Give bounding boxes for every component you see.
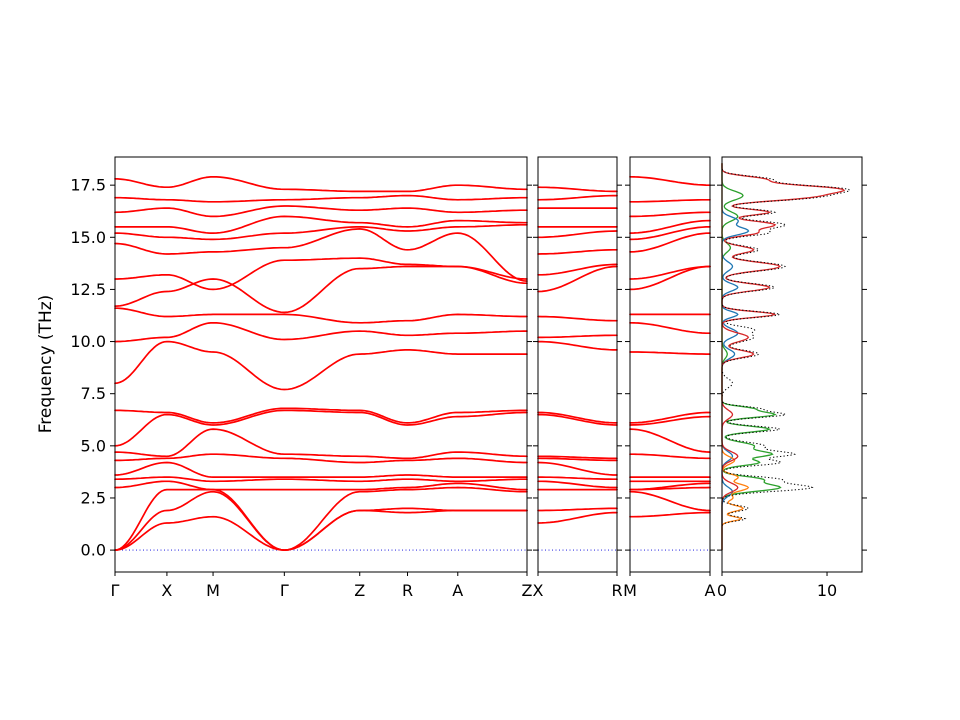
band-curve (114, 175, 528, 193)
k-point-label: A (452, 581, 463, 600)
band-curve (537, 461, 618, 476)
band-curve (537, 186, 618, 193)
band-curve (537, 507, 618, 512)
band-curve (629, 321, 711, 335)
band-curve (629, 226, 711, 241)
y-axis-label: Frequency (THz) (36, 294, 56, 434)
band-curve (537, 457, 618, 462)
panel-frame-band-x-r (537, 156, 618, 573)
y-axis-tick-label: 0.0 (81, 541, 106, 560)
band-curve (537, 480, 618, 489)
dos-curve-pdos-red (721, 163, 846, 551)
y-axis-tick-label: 10.0 (70, 332, 106, 351)
band-curve (114, 215, 528, 234)
k-point-label: Γ (280, 581, 289, 600)
dos-axis-tick-label: 0 (717, 581, 727, 600)
band-curve (114, 409, 528, 447)
k-point-label: Z (522, 581, 533, 600)
band-curve (629, 482, 711, 491)
band-curve (629, 411, 711, 424)
panel-frame-band-m-a (629, 156, 711, 573)
k-point-label: X (533, 581, 544, 600)
band-curve (114, 428, 528, 460)
k-point-label: A (705, 581, 716, 600)
band-curve (629, 511, 711, 518)
band-curve (114, 476, 528, 483)
y-axis-tick-label: 7.5 (81, 384, 106, 403)
k-point-label: X (161, 581, 172, 600)
band-curve (629, 428, 711, 453)
band-curve (629, 351, 711, 355)
band-curve (629, 219, 711, 234)
dos-curve-pdos-blue (721, 163, 750, 551)
band-curve (114, 265, 528, 314)
band-curve (537, 476, 618, 481)
k-point-label: R (402, 581, 413, 600)
band-curve (114, 453, 528, 464)
band-curve (629, 211, 711, 218)
band-curve (537, 248, 618, 255)
band-curve (537, 230, 618, 239)
k-point-label: M (206, 581, 220, 600)
band-curve (537, 194, 618, 201)
band-curve (537, 334, 618, 339)
band-curve (114, 407, 528, 424)
band-curve (114, 490, 528, 551)
band-curve (629, 415, 711, 426)
k-point-label: R (611, 581, 622, 600)
y-axis-tick-label: 12.5 (70, 280, 106, 299)
panel-frame-dos (721, 156, 863, 573)
band-curve (114, 194, 528, 203)
y-axis-tick-label: 17.5 (70, 176, 106, 195)
band-curve (537, 511, 618, 524)
band-curve (114, 223, 528, 241)
band-curve (629, 265, 711, 291)
band-curve (114, 321, 528, 343)
k-point-label: Γ (111, 581, 120, 600)
band-curve (114, 480, 528, 491)
band-curve (537, 411, 618, 424)
panel-frame-band-main (114, 156, 528, 573)
dos-curve-total-dos (721, 163, 851, 551)
band-curve (114, 486, 528, 551)
band-curve (537, 413, 618, 426)
y-axis-tick-label: 2.5 (81, 488, 106, 507)
band-curve (114, 340, 528, 391)
band-curve (537, 340, 618, 351)
band-curve (114, 257, 528, 291)
band-curve (114, 228, 528, 282)
y-axis-tick-label: 5.0 (81, 436, 106, 455)
band-curve (537, 265, 618, 293)
band-curve (114, 461, 528, 478)
k-point-label: M (623, 581, 637, 600)
band-curve (114, 307, 528, 324)
band-curve (629, 198, 711, 203)
band-curve (629, 490, 711, 512)
band-curve (537, 315, 618, 322)
band-curve (114, 205, 528, 218)
dos-axis-tick-label: 10 (817, 581, 837, 600)
band-curve (629, 453, 711, 460)
y-axis-tick-label: 15.0 (70, 228, 106, 247)
band-curve (629, 232, 711, 253)
band-curve (537, 263, 618, 276)
band-curve (629, 175, 711, 187)
k-point-label: Z (354, 581, 365, 600)
band-curve (537, 455, 618, 460)
